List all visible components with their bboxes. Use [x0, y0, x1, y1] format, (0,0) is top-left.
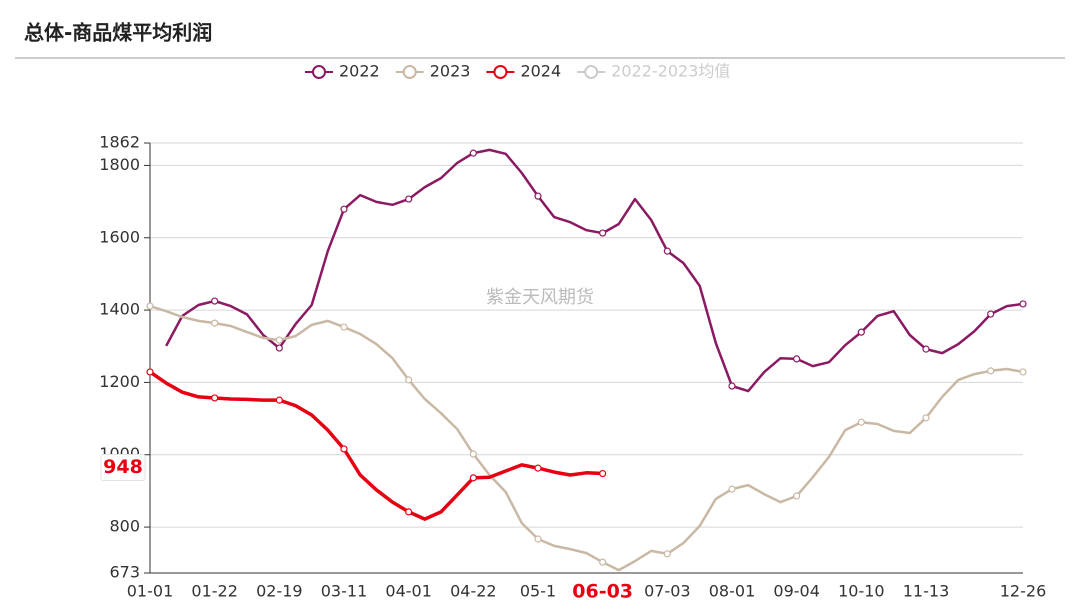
x-tick-label: 11-13: [903, 582, 950, 601]
point-marker: [1019, 368, 1027, 376]
y-tick-label: 1600: [99, 227, 140, 246]
y-tick-label: 1400: [99, 300, 140, 319]
point-marker: [340, 323, 348, 331]
y-tick-label: 1800: [99, 155, 140, 174]
point-marker: [987, 310, 995, 318]
x-tick-label: 01-22: [191, 582, 238, 601]
point-marker: [405, 508, 413, 516]
x-tick-label: 08-01: [709, 582, 756, 601]
point-marker: [146, 302, 154, 310]
x-tick-label: 04-22: [450, 582, 497, 601]
point-marker: [599, 229, 607, 237]
point-marker: [793, 492, 801, 500]
point-marker: [1019, 300, 1027, 308]
point-marker: [405, 376, 413, 384]
point-marker: [599, 558, 607, 566]
point-marker: [469, 474, 477, 482]
point-marker: [663, 247, 671, 255]
legend-label: 2023: [430, 62, 471, 81]
watermark: 紫金天风期货: [486, 287, 594, 308]
point-marker: [275, 336, 283, 344]
point-marker: [275, 396, 283, 404]
point-marker: [405, 195, 413, 203]
x-tick-label: 12-26: [1000, 582, 1047, 601]
point-marker: [728, 485, 736, 493]
point-marker: [534, 192, 542, 200]
point-marker: [728, 382, 736, 390]
x-tick-label: 09-04: [773, 582, 820, 601]
legend-marker: [493, 65, 508, 79]
chart-title: 总体-商品煤平均利润: [24, 21, 212, 45]
value-label: 948: [103, 456, 143, 478]
x-tick-label: 07-03: [644, 582, 691, 601]
point-marker: [922, 345, 930, 353]
legend-marker: [584, 65, 599, 79]
point-marker: [857, 418, 865, 426]
point-marker: [146, 368, 154, 376]
y-tick-label: 673: [109, 563, 140, 582]
point-marker: [275, 344, 283, 352]
y-tick-label: 800: [109, 517, 140, 536]
legend-marker: [402, 65, 417, 79]
legend-item[interactable]: 2023: [395, 62, 471, 81]
legend-item[interactable]: 2022: [305, 62, 380, 81]
x-tick-label: 05-1: [520, 582, 556, 601]
point-marker: [211, 394, 219, 402]
point-marker: [211, 297, 219, 305]
point-marker: [922, 414, 930, 422]
point-marker: [857, 328, 865, 336]
value-label-box: [100, 454, 146, 482]
y-tick-label: 1200: [99, 372, 140, 391]
legend-label: 2024: [520, 62, 561, 81]
legend-marker: [312, 65, 326, 79]
series-line: [165, 148, 1024, 393]
point-marker: [663, 550, 671, 558]
x-tick-label: 04-01: [385, 582, 432, 601]
series-line: [149, 304, 1024, 572]
x-tick-label: 01-01: [127, 582, 174, 601]
point-marker: [469, 149, 477, 157]
x-tick-label: 06-03: [572, 581, 633, 603]
point-marker: [987, 367, 995, 375]
point-marker: [599, 469, 607, 478]
legend-item[interactable]: 2022-2023均值: [577, 62, 730, 81]
y-tick-label: 1862: [99, 133, 140, 152]
legend-item[interactable]: 2024: [486, 62, 561, 81]
point-marker: [469, 450, 477, 458]
legend-label: 2022-2023均值: [611, 62, 730, 81]
legend-label: 2022: [339, 62, 380, 81]
point-marker: [211, 319, 219, 327]
point-marker: [534, 464, 542, 472]
x-tick-label: 10-10: [838, 582, 885, 601]
x-tick-label: 02-19: [256, 582, 303, 601]
x-tick-label: 03-11: [321, 582, 368, 601]
point-marker: [340, 205, 348, 213]
series-line: [149, 370, 603, 521]
point-marker: [340, 445, 348, 453]
point-marker: [534, 535, 542, 543]
point-marker: [793, 355, 801, 363]
